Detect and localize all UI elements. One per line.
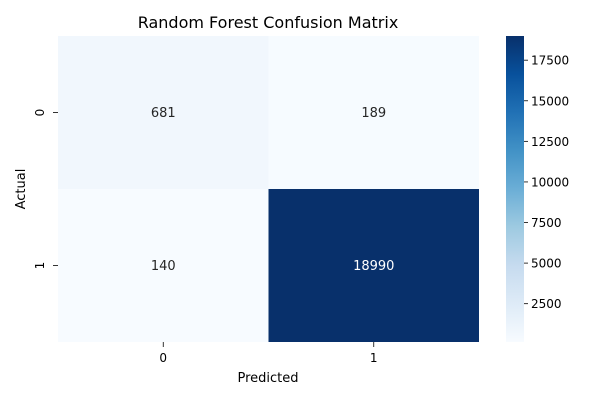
chart-title: Random Forest Confusion Matrix [138, 13, 399, 32]
cell-value-label: 189 [361, 106, 386, 121]
x-tick-label: 0 [159, 351, 167, 365]
y-axis-ticks: 01 [33, 109, 58, 270]
y-tick-label: 0 [33, 109, 47, 117]
y-axis-label: Actual [14, 169, 29, 210]
heatmap-cell [268, 189, 479, 342]
y-tick-label: 1 [33, 262, 47, 270]
colorbar-tick-label: 5000 [531, 257, 562, 271]
x-tick-label: 1 [370, 351, 378, 365]
colorbar [506, 36, 524, 342]
x-axis-label: Predicted [237, 371, 298, 386]
cell-value-label: 18990 [353, 259, 394, 274]
colorbar-tick-label: 7500 [531, 216, 562, 230]
colorbar-tick-label: 2500 [531, 297, 562, 311]
heatmap-cell-labels: 681 189 140 18990 [151, 106, 395, 274]
colorbar-tick-label: 12500 [531, 135, 569, 149]
heatmap-cells [58, 36, 479, 342]
heatmap-cell [58, 189, 269, 342]
colorbar-tick-label: 17500 [531, 54, 569, 68]
heatmap-cell [58, 36, 269, 189]
cell-value-label: 140 [151, 259, 176, 274]
colorbar-ticks: 2500 5000 7500 10000 12500 15000 17500 [524, 54, 569, 311]
cell-value-label: 681 [151, 106, 176, 121]
colorbar-tick-label: 10000 [531, 175, 569, 189]
colorbar-tick-label: 15000 [531, 94, 569, 108]
heatmap-cell [268, 36, 479, 189]
